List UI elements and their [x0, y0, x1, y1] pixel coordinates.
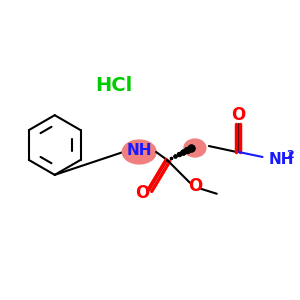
Text: 2: 2 — [286, 150, 294, 160]
Text: NH: NH — [127, 143, 152, 158]
Ellipse shape — [184, 139, 206, 157]
Text: HCl: HCl — [96, 76, 133, 95]
Text: O: O — [188, 177, 202, 195]
Text: O: O — [135, 184, 149, 202]
Text: NH: NH — [268, 152, 294, 167]
Text: O: O — [232, 106, 246, 124]
Ellipse shape — [122, 140, 156, 164]
